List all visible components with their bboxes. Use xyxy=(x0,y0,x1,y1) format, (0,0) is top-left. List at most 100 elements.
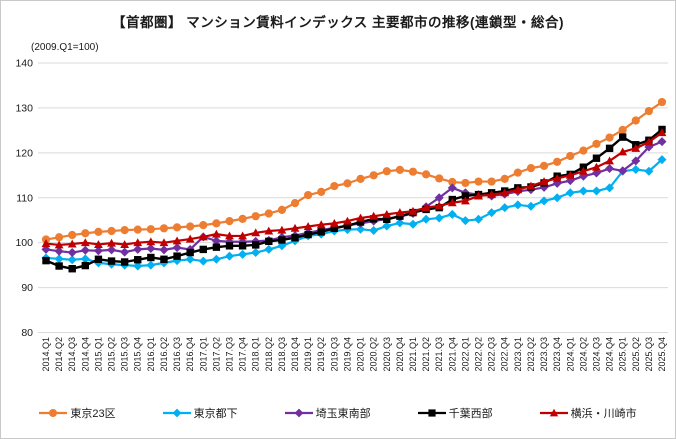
data-point-marker xyxy=(408,167,418,176)
data-point-marker xyxy=(408,219,418,229)
data-point-marker xyxy=(382,209,392,218)
x-axis-tick-label: 2020.Q3 xyxy=(382,337,392,372)
x-axis-tick-label: 2022.Q3 xyxy=(487,337,497,372)
data-point-marker xyxy=(369,226,379,236)
data-point-marker xyxy=(211,229,221,238)
data-point-marker xyxy=(225,231,234,240)
legend-marker-icon xyxy=(162,408,191,418)
data-point-marker xyxy=(41,244,51,254)
chart-title: 【首都圏】 マンション賃料インデックス 主要都市の推移(連鎖型・総合) xyxy=(111,15,565,30)
x-axis-tick-label: 2023.Q3 xyxy=(539,337,549,372)
x-axis-tick-label: 2017.Q2 xyxy=(211,337,221,372)
x-axis-tick-label: 2023.Q2 xyxy=(526,337,536,372)
x-axis-tick-label: 2016.Q4 xyxy=(185,337,195,372)
data-point-marker xyxy=(94,255,103,263)
data-point-marker xyxy=(591,168,601,178)
data-point-marker xyxy=(474,214,484,224)
data-point-marker xyxy=(290,223,300,232)
data-point-marker xyxy=(172,243,182,253)
data-point-marker xyxy=(383,215,391,224)
data-point-marker xyxy=(539,161,549,170)
data-point-marker xyxy=(565,170,575,179)
data-point-marker xyxy=(382,221,392,231)
data-point-marker xyxy=(526,181,536,190)
data-point-marker xyxy=(238,249,248,259)
data-point-marker xyxy=(159,238,169,247)
data-point-marker xyxy=(317,187,326,197)
data-point-marker xyxy=(146,260,156,270)
y-axis-tick-label: 110 xyxy=(16,192,33,204)
x-axis-tick-label: 2017.Q4 xyxy=(238,337,248,372)
data-point-marker xyxy=(81,261,90,270)
data-point-marker xyxy=(67,255,77,265)
data-point-marker xyxy=(592,162,601,171)
data-point-marker xyxy=(631,143,641,152)
data-point-marker xyxy=(68,265,76,273)
y-axis-tick-label: 100 xyxy=(15,237,33,249)
data-point-marker xyxy=(396,212,404,220)
data-point-marker xyxy=(343,179,352,188)
data-point-marker xyxy=(94,240,103,248)
x-axis-tick-label: 2018.Q1 xyxy=(251,337,261,372)
x-axis-tick-label: 2022.Q2 xyxy=(474,337,484,372)
data-point-marker xyxy=(159,245,169,255)
data-point-marker xyxy=(618,166,628,176)
legend-label: 東京23区 xyxy=(70,408,116,420)
data-point-marker xyxy=(395,218,405,228)
data-point-marker xyxy=(67,248,77,258)
legend-item: 千葉西部 xyxy=(417,405,493,421)
data-point-marker xyxy=(343,221,352,230)
data-point-marker xyxy=(474,177,483,186)
y-axis-tick-label: 80 xyxy=(21,327,33,339)
x-axis-tick-label: 2015.Q3 xyxy=(120,337,130,372)
data-point-marker xyxy=(54,246,64,256)
data-point-marker xyxy=(120,247,130,257)
data-point-marker xyxy=(356,174,365,183)
legend-marker-icon xyxy=(417,409,446,417)
data-point-marker xyxy=(67,239,77,248)
legend-label: 千葉西部 xyxy=(448,408,493,420)
data-point-marker xyxy=(160,255,168,263)
data-point-marker xyxy=(211,254,221,264)
x-axis-tick-label: 2018.Q2 xyxy=(264,337,274,372)
x-axis-tick-label: 2019.Q4 xyxy=(342,337,352,372)
data-point-marker xyxy=(592,154,601,162)
data-point-marker xyxy=(657,128,667,137)
y-axis-tick-label: 140 xyxy=(15,58,33,70)
data-point-marker xyxy=(434,193,444,203)
data-point-marker xyxy=(526,201,536,211)
data-point-marker xyxy=(552,174,562,182)
data-point-marker xyxy=(120,240,130,248)
x-axis-tick-label: 2014.Q4 xyxy=(80,337,90,372)
legend-item: 埼玉東南部 xyxy=(284,405,371,421)
x-axis-tick-label: 2024.Q4 xyxy=(605,337,615,372)
data-point-marker xyxy=(264,209,273,218)
data-point-marker xyxy=(461,178,470,188)
data-point-marker xyxy=(552,193,562,203)
x-axis-tick-label: 2016.Q3 xyxy=(172,337,182,372)
line-chart: 80 90 100 110 120 130 140 2014.Q1 2014.Q2 2014.Q3… xyxy=(15,58,668,372)
data-point-marker xyxy=(434,201,444,210)
data-point-marker xyxy=(330,181,339,191)
data-point-marker xyxy=(68,230,77,240)
data-point-marker xyxy=(395,165,404,175)
x-axis-tick-label: 2014.Q3 xyxy=(67,337,77,372)
x-axis-tick-label: 2023.Q4 xyxy=(552,337,562,372)
x-axis-tick-label: 2025.Q1 xyxy=(618,337,628,372)
x-axis-tick-label: 2021.Q2 xyxy=(421,337,431,372)
data-point-marker xyxy=(146,244,156,254)
data-point-marker xyxy=(578,166,588,175)
legend-marker-icon xyxy=(539,408,568,417)
data-point-marker xyxy=(578,186,588,196)
data-point-marker xyxy=(513,168,522,177)
data-point-marker xyxy=(159,224,169,233)
data-point-marker xyxy=(644,137,654,146)
data-point-marker xyxy=(55,233,64,242)
data-point-marker xyxy=(212,219,221,228)
data-point-marker xyxy=(42,256,50,265)
x-axis-tick-label: 2015.Q2 xyxy=(107,337,117,372)
data-point-marker xyxy=(264,244,274,254)
data-point-marker xyxy=(513,185,523,194)
data-point-marker xyxy=(252,241,260,249)
data-point-marker xyxy=(631,164,641,174)
